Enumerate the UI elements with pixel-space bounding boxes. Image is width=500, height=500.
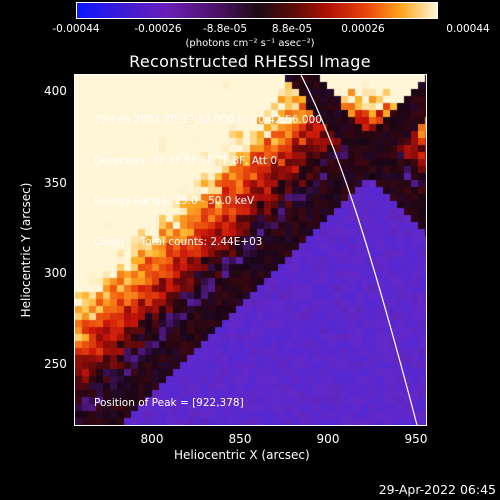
limb-overlay (300, 75, 418, 425)
info-line-clean: Clean Total counts: 2.44E+03 (94, 235, 263, 248)
colorbar-tick-2: -0.00026 (134, 23, 182, 35)
timestamp: 29-Apr-2022 06:45 (378, 482, 496, 497)
info-line-detectors: Detectors: 3F 4F 5F 6F 7F 8F, Att 0 (94, 154, 278, 167)
y-tick-250: 250 (44, 357, 67, 371)
colorbar (76, 2, 438, 19)
image-info: 25-Feb-2003 20:39:32.000 to 20:42:56.000… (94, 87, 322, 263)
x-tick-950: 950 (404, 432, 428, 446)
colorbar-units: (photons cm⁻² s⁻¹ asec⁻²) (185, 38, 315, 49)
chart-title: Reconstructed RHESSI Image (129, 52, 371, 71)
x-axis-label: Heliocentric X (arcsec) (174, 448, 310, 462)
colorbar-tick-6: 0.00044 (446, 23, 490, 35)
x-tick-900: 900 (316, 432, 340, 446)
colorbar-tick-1: -0.00044 (52, 23, 100, 35)
y-tick-400: 400 (44, 84, 67, 98)
y-axis-label: Heliocentric Y (arcsec) (19, 182, 33, 318)
peak-position-label: Position of Peak = [922,378] (94, 397, 244, 409)
y-tick-350: 350 (44, 176, 67, 190)
solar-limb-line (300, 75, 418, 425)
plot-area (74, 74, 427, 426)
y-tick-300: 300 (44, 266, 67, 280)
colorbar-tick-5: 0.00026 (341, 23, 385, 35)
x-tick-850: 850 (228, 432, 252, 446)
info-line-energy: Energy Range: 25.0 - 50.0 keV (94, 195, 255, 207)
info-line-time: 25-Feb-2003 20:39:32.000 to 20:42:56.000 (94, 114, 322, 126)
colorbar-tick-3: -8.8e-05 (202, 23, 248, 35)
x-tick-800: 800 (140, 432, 164, 446)
colorbar-tick-4: 8.8e-05 (271, 23, 313, 35)
